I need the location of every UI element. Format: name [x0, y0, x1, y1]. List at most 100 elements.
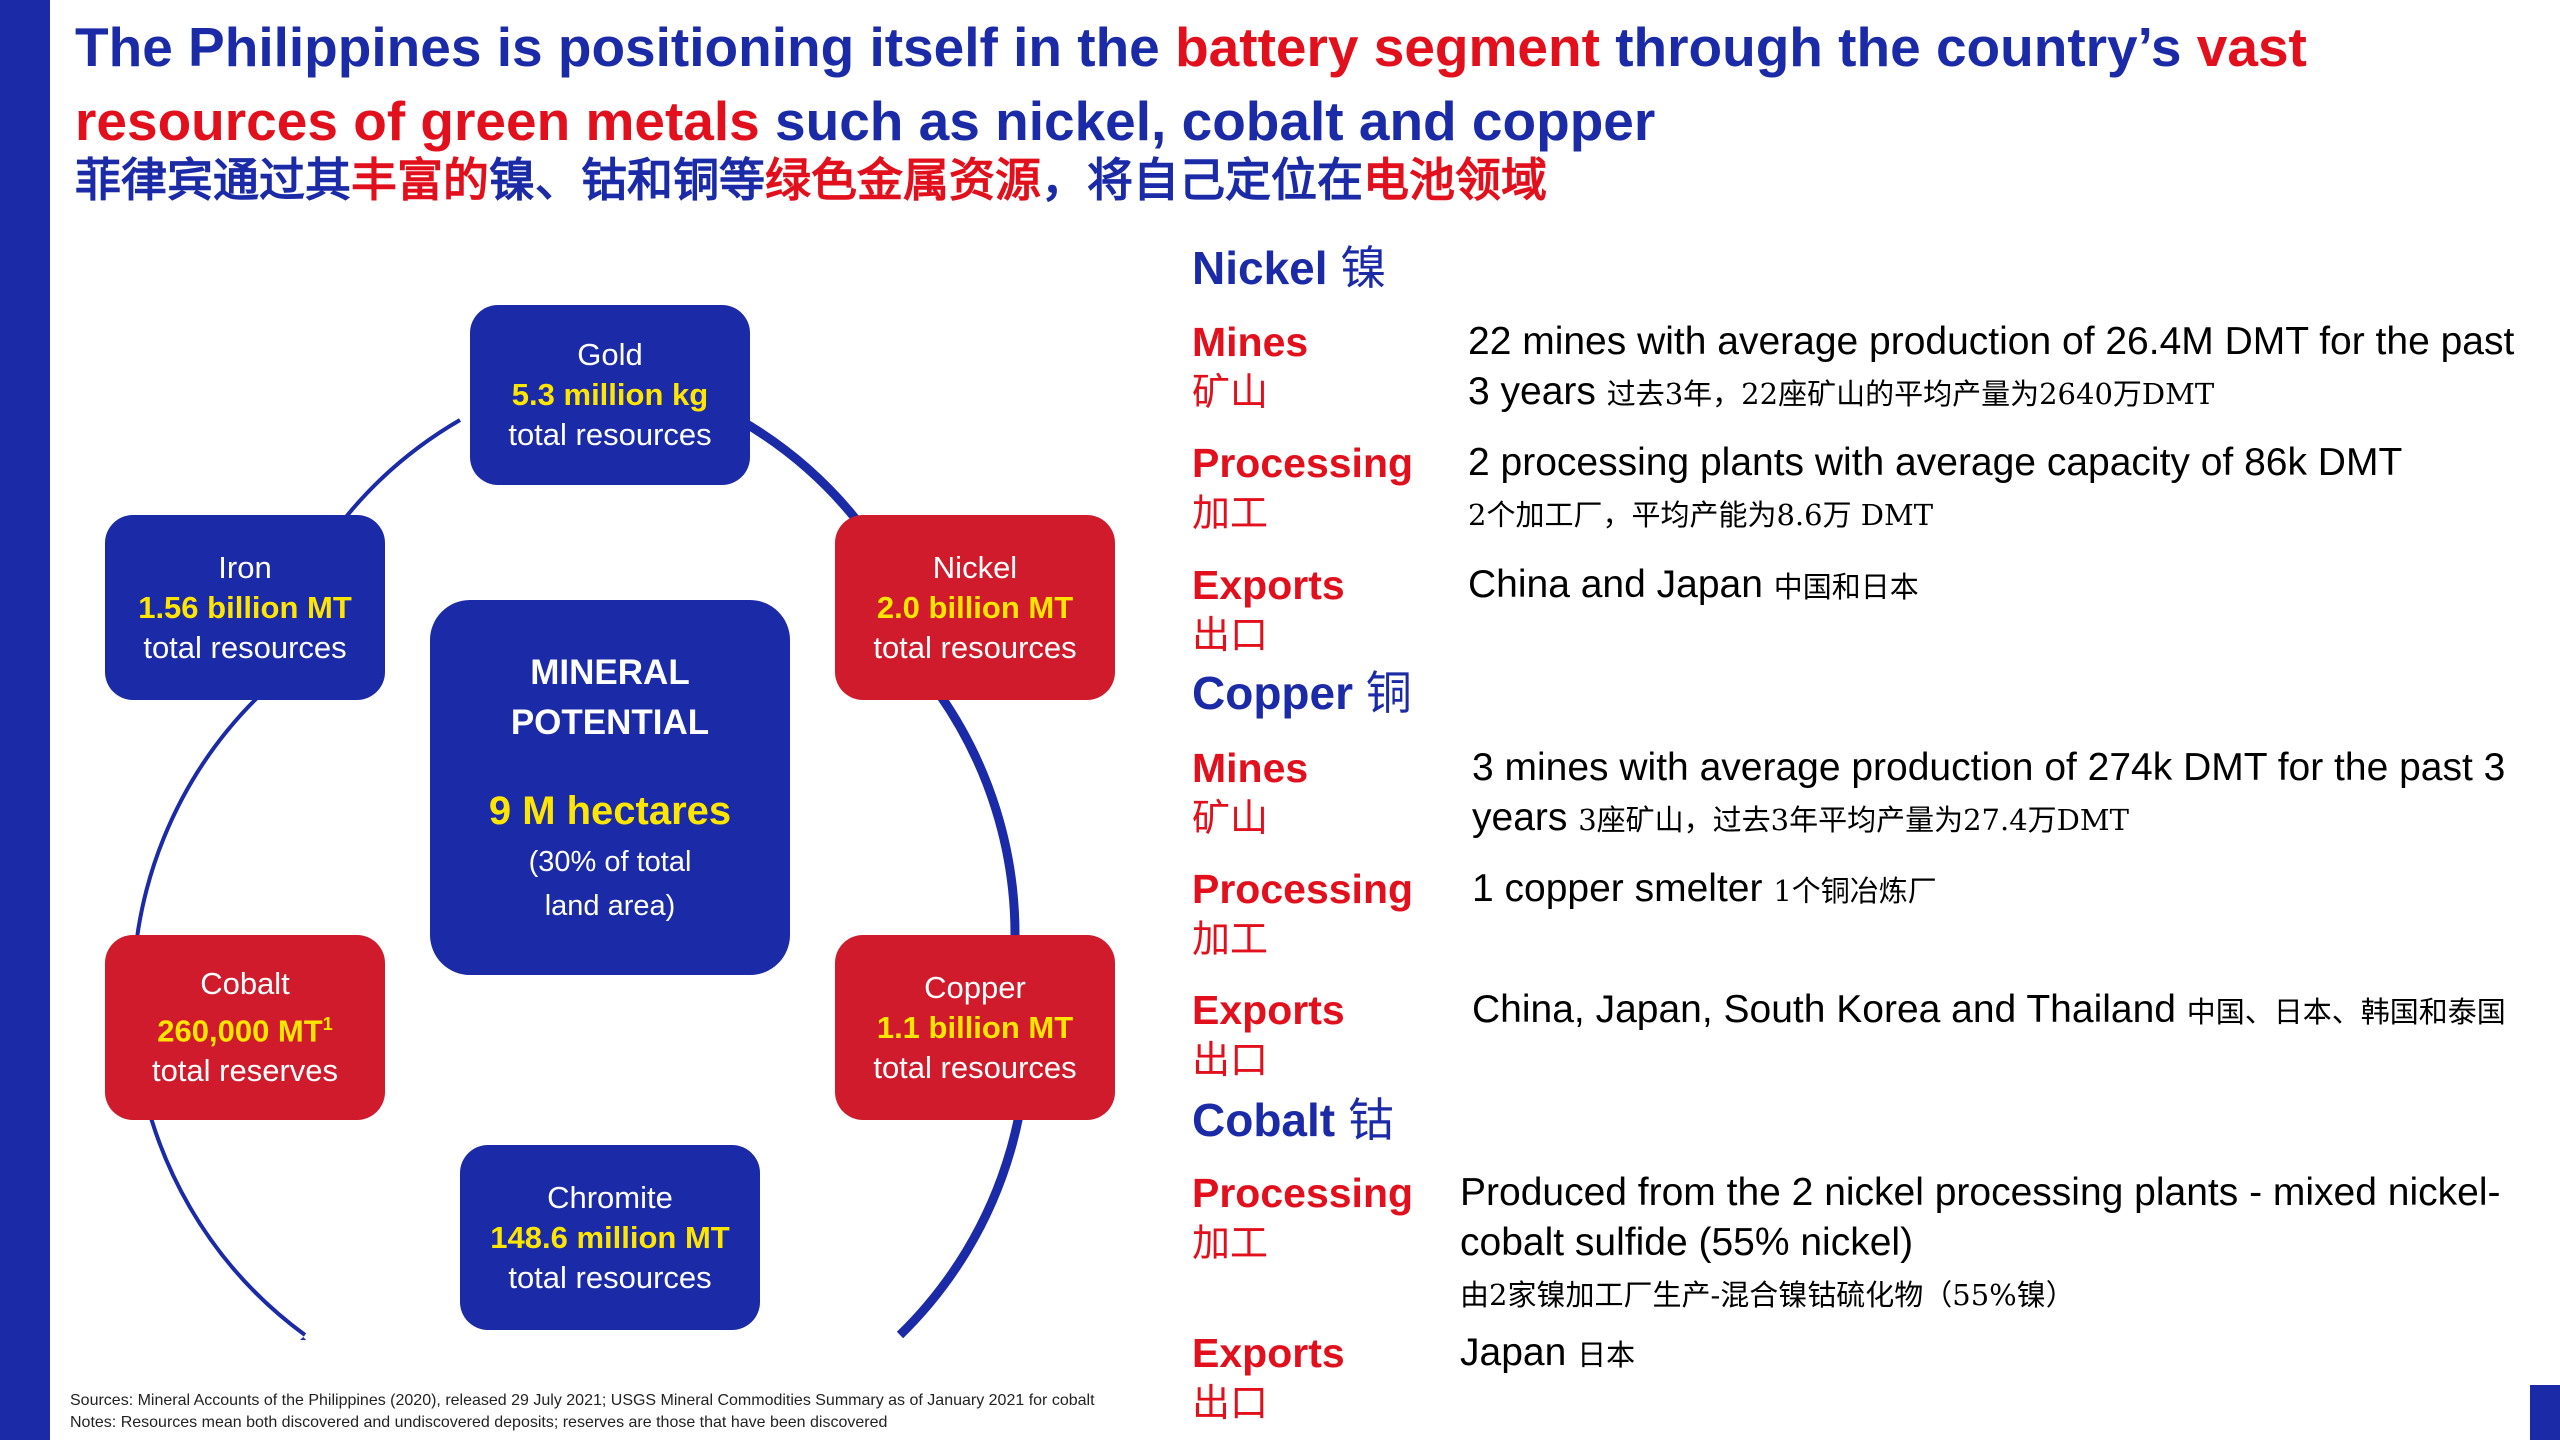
label-en: Processing: [1192, 440, 1414, 486]
heading-text-zh: 镍: [1340, 241, 1387, 295]
mineral-name: Iron: [218, 549, 272, 585]
row-text-cobalt-processing: Produced from the 2 nickel processing pl…: [1460, 1168, 2535, 1318]
corner-accent-block: [2530, 1385, 2560, 1440]
mineral-unit: total resources: [143, 629, 347, 665]
text-zh: 过去3年，22座矿山的平均产量为2640万DMT: [1606, 377, 2215, 411]
center-title-line: POTENTIAL: [510, 702, 710, 742]
row-text-cobalt-exports: Japan 日本: [1460, 1328, 2530, 1378]
text-en: China and Japan: [1468, 563, 1774, 606]
label-zh: 出口: [1192, 613, 1269, 657]
mineral-unit: total resources: [873, 1049, 1077, 1085]
mineral-name: Nickel: [932, 549, 1018, 585]
text-zh: 3座矿山，过去3年平均产量为27.4万DMT: [1578, 803, 2129, 837]
mineral-card-chromite: Chromite 148.6 million MT total resource…: [460, 1145, 760, 1330]
row-label-copper-mines: Mines 矿山: [1192, 743, 1308, 843]
subtitle-highlight: 绿色金属资源: [765, 153, 1041, 207]
page-title: The Philippines is positioning itself in…: [75, 10, 2515, 158]
center-note-line: land area): [544, 889, 676, 922]
row-label-cobalt-processing: Processing 加工: [1192, 1168, 1413, 1268]
subtitle-highlight: 电池领域: [1363, 153, 1547, 207]
text-en: 1 copper smelter: [1472, 867, 1774, 910]
mineral-potential-center: MINERAL POTENTIAL 9 M hectares (30% of t…: [430, 600, 790, 975]
label-en: Mines: [1192, 745, 1309, 791]
footnote-marker: 1: [322, 1013, 333, 1034]
row-label-nickel-mines: Mines 矿山: [1192, 317, 1308, 417]
center-note-line: (30% of total: [528, 845, 692, 878]
text-zh: 中国、日本、韩国和泰国: [2186, 995, 2506, 1029]
mineral-card-nickel: Nickel 2.0 billion MT total resources: [835, 515, 1115, 700]
left-accent-bar: [0, 0, 50, 1440]
sources-line: Sources: Mineral Accounts of the Philipp…: [70, 1392, 1095, 1409]
row-text-nickel-mines: 22 mines with average production of 26.4…: [1468, 317, 2538, 417]
mineral-value-text: 260,000 MT: [157, 1013, 323, 1049]
label-en: Exports: [1192, 562, 1345, 608]
row-text-copper-exports: China, Japan, South Korea and Thailand 中…: [1472, 985, 2542, 1035]
mineral-card-copper: Copper 1.1 billion MT total resources: [835, 935, 1115, 1120]
mineral-card-gold: Gold 5.3 million kg total resources: [470, 305, 750, 485]
label-en: Processing: [1192, 1170, 1414, 1216]
row-text-nickel-exports: China and Japan 中国和日本: [1468, 560, 2538, 610]
mineral-name: Copper: [924, 969, 1026, 1005]
row-label-copper-exports: Exports 出口: [1192, 985, 1345, 1085]
heading-text-zh: 钴: [1347, 1093, 1394, 1147]
row-label-copper-processing: Processing 加工: [1192, 864, 1413, 964]
text-zh: 由2家镍加工厂生产-混合镍钴硫化物（55%镍）: [1460, 1278, 2075, 1312]
mineral-unit: total resources: [873, 629, 1077, 665]
subtitle-part: 菲律宾通过其: [75, 153, 351, 207]
text-en: Produced from the 2 nickel processing pl…: [1460, 1171, 2501, 1264]
heading-text: Cobalt: [1192, 1094, 1348, 1146]
row-text-copper-processing: 1 copper smelter 1个铜冶炼厂: [1472, 864, 2542, 914]
label-en: Exports: [1192, 987, 1345, 1033]
label-en: Mines: [1192, 319, 1309, 365]
mineral-value: 148.6 million MT: [490, 1219, 730, 1255]
center-title-line: MINERAL: [530, 652, 690, 692]
section-heading-cobalt: Cobalt 钴: [1192, 1092, 1394, 1148]
title-part: through the country’s: [1599, 16, 2197, 78]
mineral-value: 1.56 billion MT: [138, 589, 352, 625]
sources-footnote: Sources: Mineral Accounts of the Philipp…: [70, 1390, 1220, 1434]
title-part: The Philippines is positioning itself in…: [75, 16, 1176, 78]
label-zh: 加工: [1192, 1221, 1269, 1265]
mineral-value: 260,000 MT1: [105, 1004, 385, 1051]
heading-text-zh: 铜: [1365, 666, 1412, 720]
text-zh: 中国和日本: [1773, 570, 1919, 604]
mineral-unit: total reserves: [151, 1053, 339, 1089]
text-en: 22 mines with average production of 26.4…: [1468, 320, 2515, 413]
subtitle-part: 镍、钴和铜等: [489, 153, 765, 207]
mineral-name: Cobalt: [200, 965, 290, 1001]
heading-text: Copper: [1192, 667, 1366, 719]
text-en: 3 mines with average production of 274k …: [1472, 746, 2506, 839]
text-en: Japan: [1460, 1331, 1578, 1374]
subtitle-highlight: 丰富的: [351, 153, 489, 207]
label-en: Processing: [1192, 866, 1414, 912]
row-text-nickel-processing: 2 processing plants with average capacit…: [1468, 438, 2538, 538]
mineral-potential-diagram: Gold 5.3 million kg total resources Iron…: [100, 290, 1120, 1340]
text-zh: 1个铜冶炼厂: [1773, 874, 1937, 908]
label-zh: 加工: [1192, 491, 1269, 535]
mineral-card-cobalt: Cobalt 260,000 MT1 total reserves: [105, 935, 385, 1120]
mineral-name: Chromite: [547, 1179, 673, 1215]
text-zh: 2个加工厂，平均产能为8.6万 DMT: [1468, 498, 1934, 532]
title-highlight: battery segment: [1175, 16, 1600, 78]
row-label-nickel-exports: Exports 出口: [1192, 560, 1345, 660]
row-label-cobalt-exports: Exports 出口: [1192, 1328, 1345, 1428]
mineral-value: 1.1 billion MT: [876, 1009, 1074, 1045]
center-value: 9 M hectares: [488, 788, 732, 833]
subtitle-part: ，将自己定位在: [1041, 153, 1363, 207]
row-label-nickel-processing: Processing 加工: [1192, 438, 1413, 538]
label-zh: 矿山: [1192, 796, 1269, 840]
section-heading-nickel: Nickel 镍: [1192, 240, 1386, 296]
mineral-unit: total resources: [508, 417, 712, 452]
notes-line: Notes: Resources mean both discovered an…: [70, 1414, 888, 1431]
label-zh: 矿山: [1192, 370, 1269, 414]
heading-text: Nickel: [1192, 242, 1341, 294]
section-heading-copper: Copper 铜: [1192, 665, 1412, 721]
label-zh: 出口: [1192, 1381, 1269, 1425]
text-zh: 日本: [1577, 1338, 1636, 1372]
title-highlight: vast resources of green metals: [75, 16, 2307, 152]
label-zh: 加工: [1192, 917, 1269, 961]
label-en: Exports: [1192, 1330, 1345, 1376]
text-en: 2 processing plants with average capacit…: [1468, 441, 2403, 484]
label-zh: 出口: [1192, 1038, 1269, 1082]
mineral-value: 5.3 million kg: [511, 377, 709, 412]
